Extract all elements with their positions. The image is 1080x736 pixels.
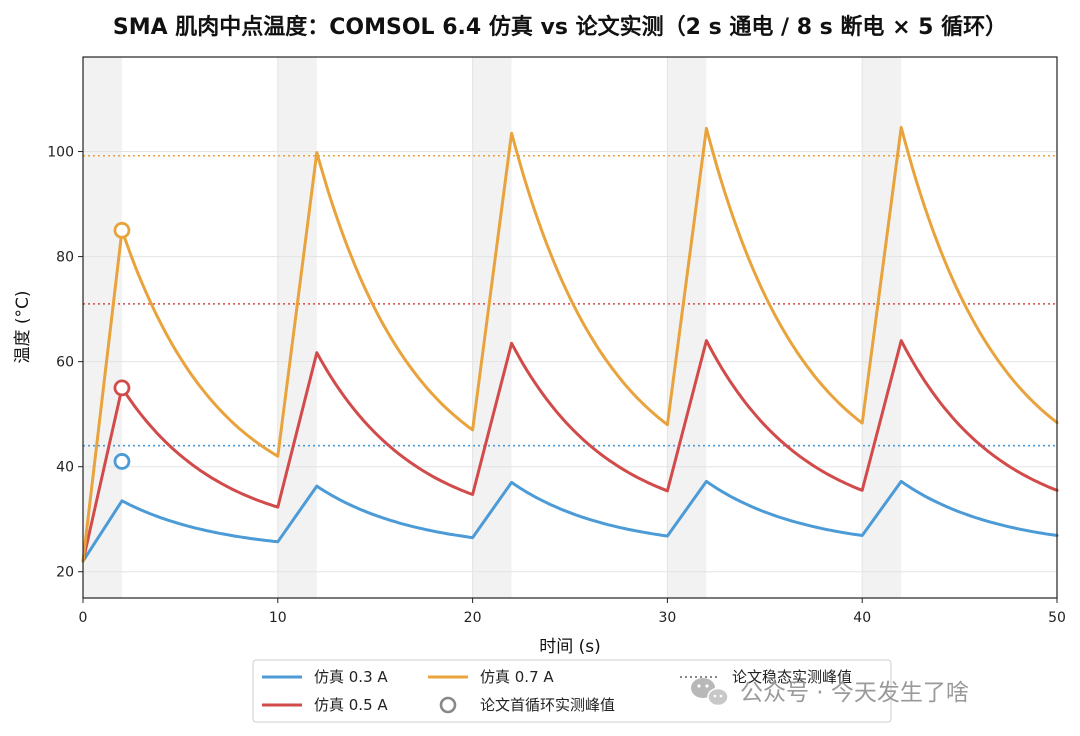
shaded-interval bbox=[277, 57, 317, 598]
series-line bbox=[81, 125, 1059, 563]
y-axis-label: 温度 (°C) bbox=[13, 290, 33, 363]
measured-peak-marker bbox=[113, 221, 131, 239]
y-tick-label: 20 bbox=[56, 565, 74, 581]
x-tick-label: 0 bbox=[79, 610, 88, 626]
y-tick-label: 100 bbox=[47, 145, 74, 161]
plot-background bbox=[83, 57, 1057, 598]
watermark-text: 公众号 · 今天发生了啥 bbox=[740, 680, 969, 706]
plot-frame bbox=[82, 56, 1058, 599]
x-tick-label: 30 bbox=[658, 610, 676, 626]
series-line bbox=[81, 479, 1059, 563]
shaded-interval bbox=[472, 57, 512, 598]
x-tick-label: 10 bbox=[269, 610, 287, 626]
legend-label: 仿真 0.7 A bbox=[480, 668, 554, 686]
legend-label: 论文稳态实测峰值 bbox=[732, 668, 852, 686]
plot-area bbox=[83, 57, 1057, 598]
measured-peak-marker bbox=[113, 379, 131, 397]
axes-frame bbox=[82, 56, 1058, 599]
legend-box bbox=[252, 659, 892, 723]
x-tick-label: 50 bbox=[1048, 610, 1066, 626]
chart-title: SMA 肌肉中点温度：COMSOL 6.4 仿真 vs 论文实测（2 s 通电 … bbox=[113, 14, 1007, 40]
y-tick-label: 80 bbox=[56, 250, 74, 266]
gridlines bbox=[82, 57, 1058, 598]
wechat-icon bbox=[691, 678, 729, 707]
y-axis-ticks: 20 40 60 80 100 bbox=[47, 145, 83, 581]
shaded-interval bbox=[862, 57, 902, 598]
y-tick-label: 40 bbox=[56, 460, 74, 476]
series-lines bbox=[81, 125, 1059, 563]
legend-label: 仿真 0.5 A bbox=[314, 696, 388, 714]
series-line bbox=[81, 339, 1059, 563]
y-tick-label: 60 bbox=[56, 355, 74, 371]
measured-peak-marker bbox=[113, 453, 131, 470]
measured-peak-markers bbox=[113, 221, 131, 470]
steady-peak-lines bbox=[83, 154, 1057, 447]
x-axis-ticks: 0 10 20 30 40 50 bbox=[79, 598, 1066, 626]
x-axis-label: 时间 (s) bbox=[539, 637, 601, 657]
x-tick-label: 20 bbox=[464, 610, 482, 626]
watermark: 公众号 · 今天发生了啥 bbox=[691, 678, 969, 707]
shaded-interval bbox=[667, 57, 707, 598]
legend-label: 论文首循环实测峰值 bbox=[480, 696, 615, 714]
legend-label: 仿真 0.3 A bbox=[314, 668, 388, 686]
legend-swatch-circle bbox=[439, 696, 457, 714]
x-tick-label: 40 bbox=[853, 610, 871, 626]
legend: 仿真 0.3 A 仿真 0.5 A 仿真 0.7 A 论文首循环实测峰值 论文稳态实测峰… bbox=[252, 659, 892, 723]
